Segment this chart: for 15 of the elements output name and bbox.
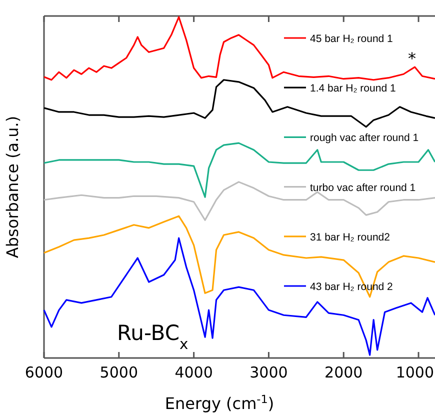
annotation: Ru-BC$_{x}$ <box>117 321 188 352</box>
x-tick-label: 6000 <box>24 364 64 382</box>
annotation: * <box>408 49 416 68</box>
legend-label: rough vac after round 1 <box>310 132 419 144</box>
legend-label: 31 bar H₂ round2 <box>310 231 390 244</box>
x-axis-title: Energy (cm$^{-1}$) <box>164 392 274 413</box>
legend-label: 45 bar H₂ round 1 <box>310 33 394 45</box>
x-tick-label: 4000 <box>174 364 213 382</box>
legend-label: 1.4 bar H₂ round 1 <box>310 82 396 95</box>
x-tick-label: 5000 <box>100 364 138 382</box>
y-axis-title: Absorbance (a.u.) <box>3 116 22 258</box>
x-tick-label: 1000 <box>396 364 434 382</box>
x-tick-label: 3000 <box>250 364 288 382</box>
legend-label: turbo vac after round 1 <box>310 182 416 194</box>
x-tick-label: 2000 <box>324 364 363 382</box>
